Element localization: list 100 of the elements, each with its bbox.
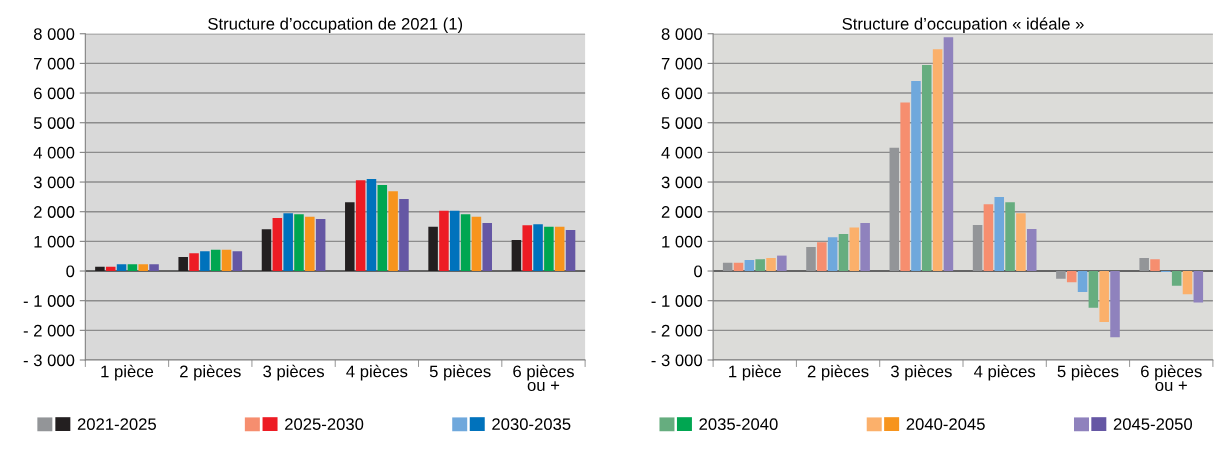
bar [827, 237, 838, 272]
y-tick-label: - 1 000 [23, 295, 75, 307]
bar [210, 249, 221, 272]
bar [1193, 271, 1204, 303]
bar [922, 64, 932, 272]
chart-title: Structure d’occupation de 2021 (1) [208, 17, 463, 34]
y-tick-label: 1 000 [662, 235, 703, 248]
y-tick-label: 3 000 [33, 176, 75, 189]
bar [315, 219, 326, 272]
legend-label: 2045-2050 [1113, 418, 1193, 431]
bar [838, 233, 849, 272]
bar [1182, 271, 1193, 295]
y-tick-label: 0 [66, 265, 75, 278]
bar [127, 264, 138, 272]
bar [1171, 271, 1182, 286]
x-tick-label: 6 pièces ou + [1141, 364, 1202, 392]
x-tick-label: 3 pièces [890, 364, 952, 381]
legend-label: 2030-2035 [492, 418, 571, 431]
y-tick-label: 6 000 [34, 87, 75, 100]
bar [533, 224, 543, 272]
bar [544, 226, 554, 272]
bar [1066, 271, 1077, 283]
bar [283, 213, 293, 272]
legend-label: 2025-2030 [285, 418, 364, 431]
x-tick-label: 3 pièces [263, 364, 325, 381]
bar [1139, 257, 1149, 272]
x-tick-label: 5 pièces [429, 364, 491, 381]
bar [1099, 271, 1109, 323]
bar [722, 262, 733, 272]
bar [1056, 271, 1066, 279]
bar [221, 249, 232, 272]
bar [994, 196, 1005, 272]
y-tick-label: 5 000 [661, 117, 703, 129]
y-tick-label: - 2 000 [651, 324, 703, 337]
bar [200, 251, 210, 272]
bar [149, 264, 159, 272]
bar [1110, 271, 1120, 338]
bar [1026, 228, 1037, 272]
bar [860, 222, 870, 272]
bar [911, 80, 921, 272]
legend-label: 2040-2045 [906, 418, 985, 431]
bar [806, 247, 816, 272]
y-tick-label: 2 000 [661, 206, 703, 218]
y-tick-label: 7 000 [661, 57, 703, 70]
y-tick-label: - 3 000 [23, 354, 75, 367]
bar [178, 257, 188, 272]
bar [294, 214, 304, 272]
bar [460, 214, 471, 272]
x-tick-label: 2 pièces [180, 364, 241, 381]
bar [1088, 271, 1099, 308]
y-tick-label: 3 000 [661, 176, 703, 189]
bar [366, 179, 377, 272]
bar [766, 257, 776, 272]
chart-title: Structure d’occupation « idéale » [842, 17, 1084, 34]
y-tick-label: 4 000 [661, 146, 703, 159]
x-tick-label: 4 pièces [346, 364, 408, 381]
bar [355, 180, 366, 272]
bar [777, 255, 787, 272]
y-tick-label: 7 000 [34, 57, 75, 70]
bar [1016, 213, 1026, 272]
bar [744, 260, 755, 272]
y-tick-label: 2 000 [34, 206, 75, 218]
y-tick-label: - 2 000 [23, 324, 75, 337]
x-tick-label: 2 pièces [807, 364, 869, 381]
bar [449, 210, 460, 272]
bar [849, 227, 860, 272]
x-tick-label: 6 pièces ou + [513, 364, 574, 392]
bar [377, 185, 388, 272]
y-tick-label: 8 000 [661, 28, 703, 40]
x-tick-label: 4 pièces [974, 364, 1036, 381]
x-tick-label: 1 pièce [729, 364, 781, 381]
y-tick-label: 1 000 [34, 235, 75, 248]
bar [932, 49, 943, 272]
bar [189, 253, 199, 272]
y-tick-label: 4 000 [33, 146, 75, 159]
bar [522, 225, 532, 272]
legend-label: 2035-2040 [699, 418, 778, 431]
bar [1077, 271, 1088, 293]
bar [138, 264, 148, 272]
bar [755, 259, 765, 272]
bar [511, 239, 522, 272]
bar [388, 191, 398, 272]
x-tick-label: 5 pièces [1057, 364, 1119, 381]
bar [345, 202, 355, 272]
bar [554, 226, 565, 272]
legend-label: 2021-2025 [77, 418, 157, 431]
bar [565, 230, 576, 272]
bar [900, 102, 910, 272]
bar [1005, 202, 1015, 272]
bar [733, 262, 744, 272]
bar [116, 264, 127, 272]
x-tick-label: 1 pièce [101, 364, 154, 381]
bar [817, 242, 827, 272]
bar [471, 216, 482, 272]
bar [261, 229, 272, 272]
y-tick-label: 5 000 [33, 117, 75, 129]
bar [1150, 259, 1160, 272]
bar [305, 216, 315, 272]
bar [428, 226, 438, 272]
bar [983, 204, 994, 272]
